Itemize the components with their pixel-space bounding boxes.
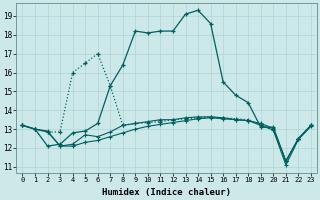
X-axis label: Humidex (Indice chaleur): Humidex (Indice chaleur) <box>102 188 231 197</box>
